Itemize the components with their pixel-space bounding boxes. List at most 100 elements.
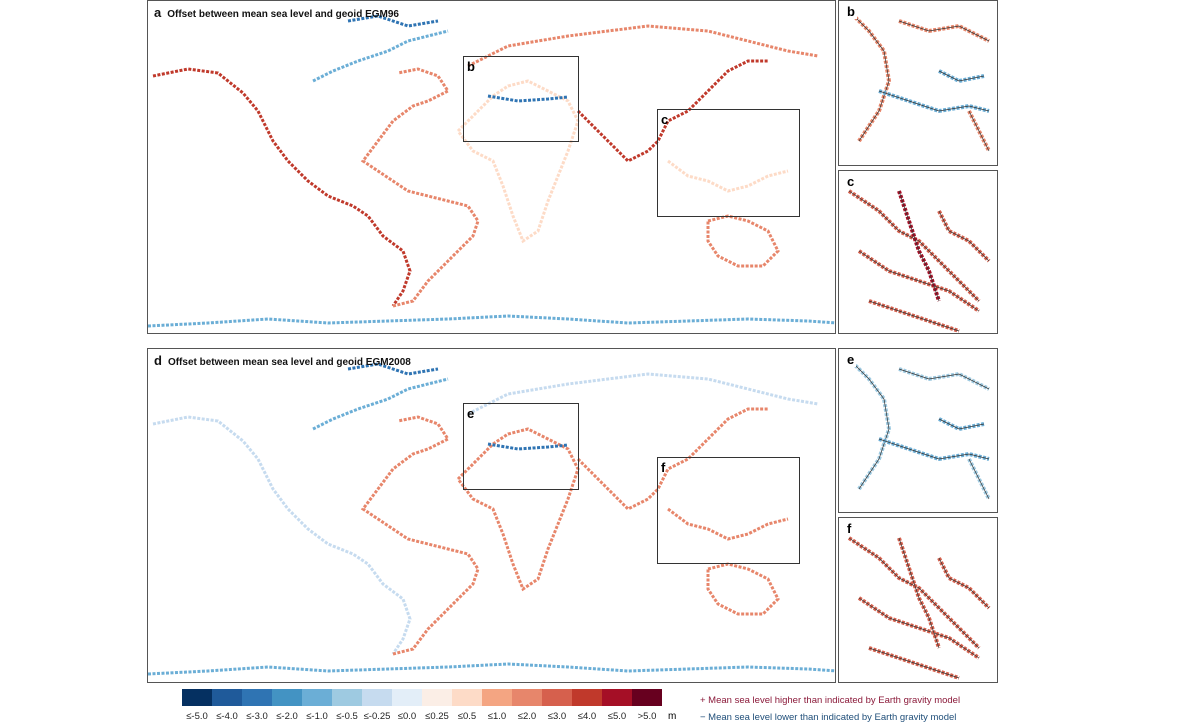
- coastline-outline: [878, 90, 990, 112]
- legend-label: ≤-3.0: [246, 711, 268, 722]
- coastline-segment: [667, 507, 789, 541]
- coastline-outline: [848, 190, 980, 302]
- coastline-segment: [847, 357, 892, 491]
- southeast-asia-inset-map: [847, 189, 991, 333]
- coastline-segment: [938, 69, 985, 84]
- coastline-segment: [847, 189, 981, 303]
- coastline-segment: [152, 415, 412, 655]
- coastline-segment: [878, 89, 990, 114]
- coastline-outline: [858, 597, 980, 659]
- legend-swatch: [362, 689, 392, 706]
- legend-swatch: [332, 689, 362, 706]
- legend-swatch: [602, 689, 632, 706]
- coastline-outline: [868, 647, 960, 679]
- legend-label: ≤-4.0: [216, 711, 238, 722]
- coastline-outline: [848, 10, 890, 142]
- coastline-outline: [868, 300, 960, 332]
- legend-label: >5.0: [637, 711, 657, 722]
- coastline-segment: [456, 427, 580, 592]
- legend-swatch: [212, 689, 242, 706]
- legend-unit: m: [668, 711, 677, 722]
- legend-label: ≤2.0: [517, 711, 537, 722]
- legend-label: ≤-0.5: [336, 711, 358, 722]
- coastline-outline: [898, 537, 940, 649]
- coastline-segment: [576, 407, 768, 511]
- coastline-segment: [847, 9, 892, 143]
- coastline-outline: [848, 358, 890, 490]
- coastline-segment: [360, 415, 480, 656]
- world-map-egm2008: [148, 362, 835, 676]
- coastline-segment: [487, 442, 569, 451]
- coastline-outline: [938, 210, 990, 262]
- coastline-segment: [347, 14, 439, 28]
- coastline-segment: [312, 377, 449, 431]
- legend-swatch: [302, 689, 332, 706]
- legend-label: ≤0.5: [457, 711, 477, 722]
- coastline-segment: [878, 437, 990, 462]
- coastline-segment: [706, 562, 780, 616]
- coastline-segment: [898, 19, 990, 43]
- coastline-outline: [968, 110, 990, 152]
- legend-label: ≤5.0: [607, 711, 627, 722]
- coastline-outline: [878, 438, 990, 460]
- legend-label: ≤-1.0: [306, 711, 328, 722]
- coastline-segment: [847, 536, 981, 650]
- coastline-segment: [312, 29, 449, 83]
- legend-swatch: [542, 689, 572, 706]
- legend-swatch: [422, 689, 452, 706]
- coastline-segment: [152, 67, 412, 307]
- coastline-segment: [487, 94, 569, 103]
- legend-label: ≤-0.25: [363, 711, 391, 722]
- legend-swatch: [452, 689, 482, 706]
- coastline-segment: [576, 59, 768, 163]
- map-panel-e: e: [838, 348, 998, 513]
- coastline-segment: [148, 314, 835, 328]
- coastline-outline: [968, 458, 990, 500]
- coastline-segment: [148, 662, 835, 676]
- coastline-outline: [898, 368, 990, 390]
- europe-inset-map: [847, 9, 991, 152]
- map-panel-a: a Offset between mean sea level and geoid…: [147, 0, 836, 334]
- legend-swatch: [632, 689, 662, 706]
- coastline-segment: [706, 214, 780, 268]
- coastline-segment: [467, 372, 819, 416]
- legend-label: ≤3.0: [547, 711, 567, 722]
- legend-swatch: [182, 689, 212, 706]
- coastline-outline: [848, 537, 980, 649]
- coastline-segment: [898, 367, 990, 391]
- legend-swatch: [512, 689, 542, 706]
- inset-box-e: e: [463, 403, 579, 490]
- inset-box-f: f: [657, 457, 800, 564]
- inset-box-c: c: [657, 109, 800, 217]
- legend-label: ≤4.0: [577, 711, 597, 722]
- legend-swatch: [482, 689, 512, 706]
- europe-inset-map: [847, 357, 991, 500]
- legend-label: ≤1.0: [487, 711, 507, 722]
- panel-letter: a: [154, 5, 162, 20]
- map-panel-d: d Offset between mean sea level and geoid…: [147, 348, 836, 683]
- southeast-asia-inset-map: [847, 536, 991, 680]
- legend-swatch: [242, 689, 272, 706]
- legend-swatch: [572, 689, 602, 706]
- panel-title: Offset between mean sea level and geoid …: [167, 357, 411, 368]
- coastline-outline: [898, 190, 940, 302]
- coastline-segment: [897, 190, 941, 302]
- legend-label: ≤0.25: [425, 711, 449, 722]
- world-map-egm96: [148, 14, 835, 328]
- coastline-outline: [938, 557, 990, 609]
- map-panel-b: b: [838, 0, 998, 166]
- color-scale-legend: [182, 689, 662, 706]
- map-panel-f: f: [838, 517, 998, 683]
- negative-note: − Mean sea level lower than indicated by…: [700, 712, 957, 723]
- panel-letter: d: [154, 353, 162, 368]
- legend-label: ≤-2.0: [276, 711, 298, 722]
- panel-title: Offset between mean sea level and geoid …: [167, 9, 399, 20]
- coastline-segment: [897, 537, 941, 649]
- coastline-outline: [898, 20, 990, 42]
- coastline-segment: [938, 417, 985, 432]
- legend-swatch: [272, 689, 302, 706]
- coastline-segment: [456, 79, 580, 244]
- positive-note: + Mean sea level higher than indicated b…: [700, 695, 961, 706]
- map-panel-c: c: [838, 170, 998, 334]
- legend-label: ≤0.0: [397, 711, 417, 722]
